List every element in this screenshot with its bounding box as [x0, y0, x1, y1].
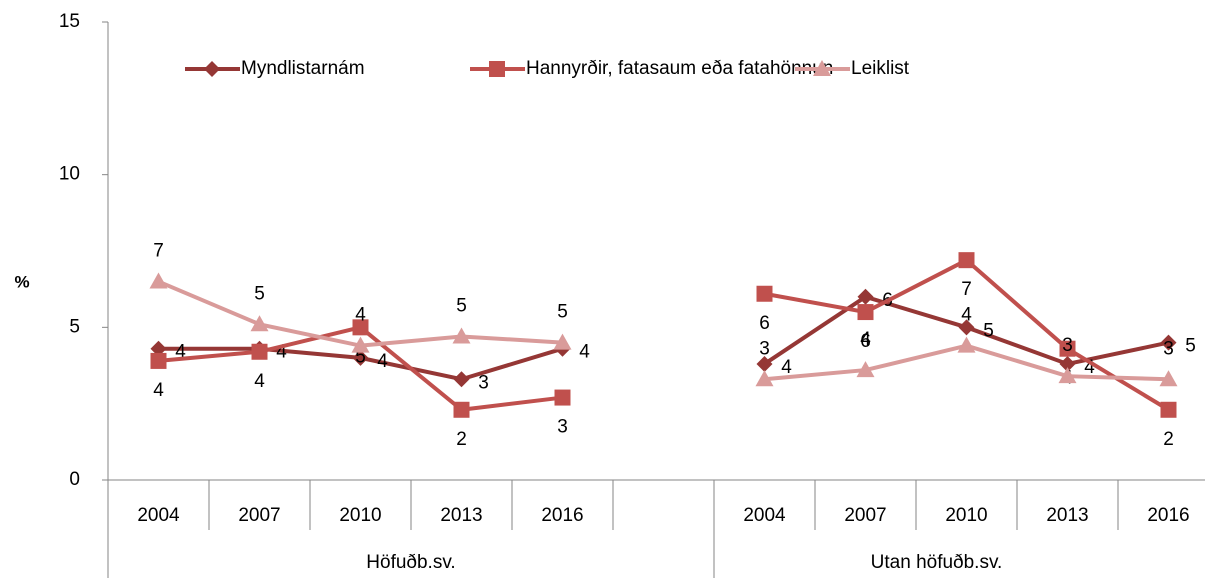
data-label: 5 [254, 283, 265, 304]
legend-marker [204, 61, 220, 77]
data-label: 3 [478, 372, 489, 393]
data-label: 5 [456, 296, 467, 317]
marker [1059, 340, 1076, 357]
data-label: 4 [153, 380, 164, 401]
marker [856, 361, 875, 378]
x-tick-label: 2013 [440, 505, 482, 526]
data-label: 3 [1062, 335, 1073, 356]
marker [958, 319, 975, 336]
marker [352, 349, 369, 366]
x-tick-label: 2004 [137, 505, 180, 526]
marker [251, 343, 268, 360]
data-label: 2 [1163, 429, 1174, 450]
data-label: 5 [983, 320, 994, 341]
legend-label: Leiklist [851, 58, 910, 79]
x-tick-label: 2016 [1147, 505, 1189, 526]
marker [553, 333, 572, 350]
data-label: 7 [961, 279, 972, 300]
marker [452, 327, 471, 344]
x-tick-label: 2007 [844, 505, 886, 526]
y-tick-label: 0 [69, 469, 80, 490]
y-tick-label: 10 [59, 164, 80, 185]
data-label: 4 [254, 371, 265, 392]
marker [453, 401, 470, 418]
marker [150, 352, 167, 369]
marker [1160, 401, 1177, 418]
data-label: 3 [759, 338, 770, 359]
data-label: 5 [557, 302, 568, 323]
legend-label: Hannyrðir, fatasaum eða fatahönnun [526, 58, 833, 79]
data-label: 4 [860, 329, 871, 350]
marker [453, 371, 470, 388]
data-label: 5 [355, 346, 366, 367]
x-tick-label: 2010 [945, 505, 987, 526]
data-label: 6 [860, 331, 871, 352]
marker [958, 252, 975, 269]
data-label: 4 [1084, 357, 1095, 378]
marker [554, 389, 571, 406]
marker [1059, 355, 1076, 372]
category-group-label: Utan höfuðb.sv. [871, 552, 1003, 573]
data-label: 4 [276, 342, 287, 363]
data-label: 3 [557, 417, 568, 438]
marker [756, 355, 773, 372]
data-label: 4 [961, 305, 972, 326]
data-label: 4 [355, 305, 366, 326]
data-label: 3 [1163, 338, 1174, 359]
marker [857, 304, 874, 321]
legend-label: Myndlistarnám [241, 58, 365, 79]
x-tick-label: 2010 [339, 505, 381, 526]
marker [150, 340, 167, 357]
marker [756, 285, 773, 302]
data-label: 5 [1185, 336, 1196, 357]
marker [352, 319, 369, 336]
marker [957, 336, 976, 353]
marker [351, 336, 370, 353]
x-tick-label: 2013 [1046, 505, 1088, 526]
data-label: 4 [781, 357, 792, 378]
y-tick-label: 5 [69, 316, 80, 337]
data-label: 6 [759, 313, 770, 334]
y-tick-label: 15 [59, 11, 80, 32]
data-label: 4 [377, 351, 388, 372]
marker [755, 370, 774, 387]
y-axis-label: % [14, 272, 29, 291]
x-tick-label: 2004 [743, 505, 786, 526]
marker [250, 315, 269, 332]
marker [1058, 367, 1077, 384]
marker [1159, 370, 1178, 387]
data-label: 7 [153, 241, 164, 262]
x-tick-label: 2016 [541, 505, 583, 526]
data-label: 4 [579, 342, 590, 363]
marker [1160, 334, 1177, 351]
marker [149, 272, 168, 289]
category-group-label: Höfuðb.sv. [366, 552, 455, 573]
marker [857, 288, 874, 305]
data-label: 4 [175, 342, 186, 363]
legend-marker [489, 61, 505, 77]
data-label: 2 [456, 429, 467, 450]
legend-marker [813, 60, 831, 76]
x-tick-label: 2007 [238, 505, 280, 526]
